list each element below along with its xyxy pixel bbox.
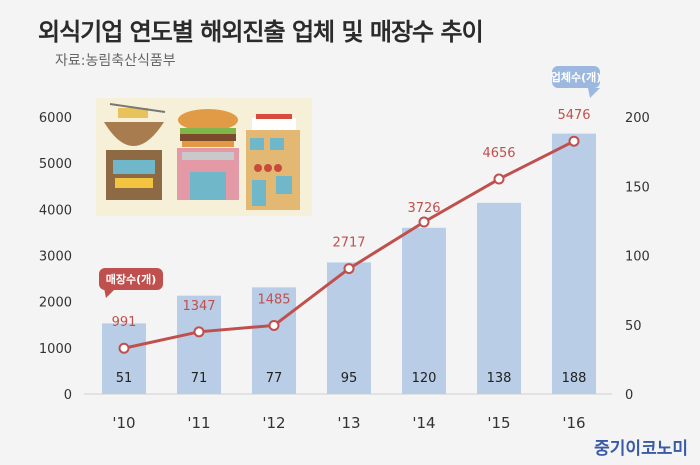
bar — [327, 262, 371, 394]
x-axis-tick: '16 — [562, 414, 585, 432]
x-axis-tick: '13 — [337, 414, 360, 432]
line-value-label: 4656 — [482, 146, 515, 161]
bar — [477, 202, 521, 394]
chart-source: 자료:농림축산식품부 — [55, 53, 176, 69]
line-legend-callout-box — [99, 268, 163, 290]
x-axis-tick: '15 — [487, 414, 510, 432]
bar — [252, 287, 296, 394]
bar-value-label: 71 — [191, 371, 208, 386]
x-axis-tick: '10 — [112, 414, 135, 432]
bar-value-label: 138 — [487, 371, 512, 386]
legend-callouts: 업체수(개) 매장수(개) — [99, 66, 601, 298]
right-axis-tick: 100 — [625, 250, 650, 265]
line-point — [493, 173, 505, 185]
line-legend-label: 매장수(개) — [106, 272, 157, 286]
axes: 6000 5000 4000 3000 2000 1000 0 200 150 100 50 0 '10… — [39, 111, 650, 432]
x-axis-tick: '12 — [262, 414, 285, 432]
line-point — [343, 263, 355, 275]
line-series: 991 1347 1485 2717 4656 5476 3726 — [112, 108, 591, 354]
x-axis-tick: '14 — [412, 414, 435, 432]
line-value-label: 1485 — [257, 292, 290, 307]
bar — [552, 133, 596, 394]
line-point — [193, 326, 205, 338]
right-axis-tick: 150 — [625, 180, 650, 195]
line-value-label: 5476 — [557, 108, 590, 123]
left-axis-tick: 5000 — [39, 157, 72, 172]
line-value-label: 1347 — [182, 299, 215, 314]
left-axis-tick: 0 — [64, 388, 72, 403]
line-legend-callout-pointer — [104, 288, 116, 298]
line-point — [418, 216, 430, 228]
left-axis-tick: 2000 — [39, 296, 72, 311]
line-value-label: 991 — [112, 315, 137, 330]
bar-legend-callout-pointer — [588, 88, 600, 98]
bar-value-label: 95 — [341, 371, 358, 386]
bar-legend-callout-box — [552, 66, 600, 88]
line-point — [568, 135, 580, 147]
bar — [102, 323, 146, 394]
left-axis-tick: 3000 — [39, 250, 72, 265]
right-axis-tick: 200 — [625, 111, 650, 126]
line-point — [118, 342, 130, 354]
left-axis-tick: 1000 — [39, 342, 72, 357]
bar-series: 51 71 77 95 120 138 188 — [102, 133, 596, 394]
chart-title: 외식기업 연도별 해외진출 업체 및 매장수 추이 — [38, 18, 484, 46]
x-axis-tick: '11 — [187, 414, 210, 432]
bar-value-label: 51 — [116, 371, 133, 386]
line-value-label: 3726 — [407, 201, 440, 216]
bar-legend-label: 업체수(개) — [551, 70, 602, 84]
left-axis-tick: 6000 — [39, 111, 72, 126]
left-axis-tick: 4000 — [39, 203, 72, 218]
illustration-restaurants — [96, 98, 312, 216]
line-point — [268, 319, 280, 331]
right-axis-tick: 50 — [625, 319, 642, 334]
right-axis-tick: 0 — [625, 388, 633, 403]
bar-value-label: 188 — [562, 371, 587, 386]
bar-value-label: 77 — [266, 371, 283, 386]
line-value-label: 2717 — [332, 236, 365, 251]
brand-logo: 중기이코노미 — [594, 439, 688, 459]
bar — [402, 227, 446, 394]
bar-value-label: 120 — [412, 371, 437, 386]
bar — [177, 295, 221, 394]
